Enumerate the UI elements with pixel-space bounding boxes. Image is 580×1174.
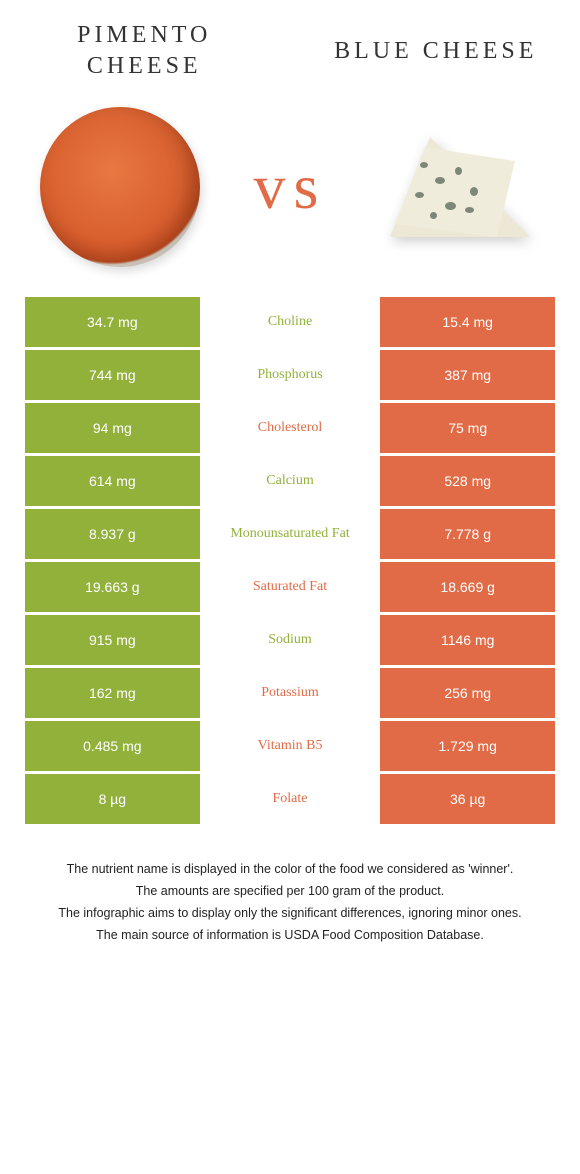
nutrient-label: Saturated Fat — [203, 562, 378, 612]
nutrient-label: Vitamin B5 — [203, 721, 378, 771]
right-value: 528 mg — [380, 456, 555, 506]
footer-line: The amounts are specified per 100 gram o… — [35, 881, 545, 901]
table-row: 744 mgPhosphorus387 mg — [25, 350, 555, 400]
nutrient-label: Cholesterol — [203, 403, 378, 453]
left-value: 162 mg — [25, 668, 200, 718]
table-row: 614 mgCalcium528 mg — [25, 456, 555, 506]
right-value: 1146 mg — [380, 615, 555, 665]
nutrient-label: Folate — [203, 774, 378, 824]
nutrient-label: Phosphorus — [203, 350, 378, 400]
right-value: 387 mg — [380, 350, 555, 400]
pimento-cheese-image — [35, 102, 205, 272]
right-value: 7.778 g — [380, 509, 555, 559]
table-row: 19.663 gSaturated Fat18.669 g — [25, 562, 555, 612]
left-value: 8 µg — [25, 774, 200, 824]
title-right: Blue cheese — [317, 36, 556, 67]
right-value: 1.729 mg — [380, 721, 555, 771]
table-row: 915 mgSodium1146 mg — [25, 615, 555, 665]
nutrient-table: 34.7 mgCholine15.4 mg744 mgPhosphorus387… — [25, 297, 555, 824]
table-row: 94 mgCholesterol75 mg — [25, 403, 555, 453]
footer-line: The nutrient name is displayed in the co… — [35, 859, 545, 879]
footer-notes: The nutrient name is displayed in the co… — [25, 859, 555, 945]
left-value: 0.485 mg — [25, 721, 200, 771]
nutrient-label: Choline — [203, 297, 378, 347]
table-row: 8.937 gMonounsaturated Fat7.778 g — [25, 509, 555, 559]
table-row: 8 µgFolate36 µg — [25, 774, 555, 824]
left-value: 34.7 mg — [25, 297, 200, 347]
right-value: 18.669 g — [380, 562, 555, 612]
right-value: 15.4 mg — [380, 297, 555, 347]
left-value: 744 mg — [25, 350, 200, 400]
nutrient-label: Calcium — [203, 456, 378, 506]
blue-cheese-image — [375, 102, 545, 272]
left-value: 8.937 g — [25, 509, 200, 559]
nutrient-label: Sodium — [203, 615, 378, 665]
images-row: vs — [25, 102, 555, 272]
left-value: 614 mg — [25, 456, 200, 506]
infographic-container: Pimento cheese Blue cheese vs — [0, 0, 580, 977]
footer-line: The infographic aims to display only the… — [35, 903, 545, 923]
left-value: 19.663 g — [25, 562, 200, 612]
table-row: 0.485 mgVitamin B51.729 mg — [25, 721, 555, 771]
table-row: 34.7 mgCholine15.4 mg — [25, 297, 555, 347]
title-left: Pimento cheese — [25, 20, 264, 82]
table-row: 162 mgPotassium256 mg — [25, 668, 555, 718]
vs-label: vs — [254, 150, 327, 224]
footer-line: The main source of information is USDA F… — [35, 925, 545, 945]
header-row: Pimento cheese Blue cheese — [25, 20, 555, 82]
right-value: 256 mg — [380, 668, 555, 718]
left-value: 94 mg — [25, 403, 200, 453]
nutrient-label: Potassium — [203, 668, 378, 718]
nutrient-label: Monounsaturated Fat — [203, 509, 378, 559]
right-value: 36 µg — [380, 774, 555, 824]
left-value: 915 mg — [25, 615, 200, 665]
right-value: 75 mg — [380, 403, 555, 453]
